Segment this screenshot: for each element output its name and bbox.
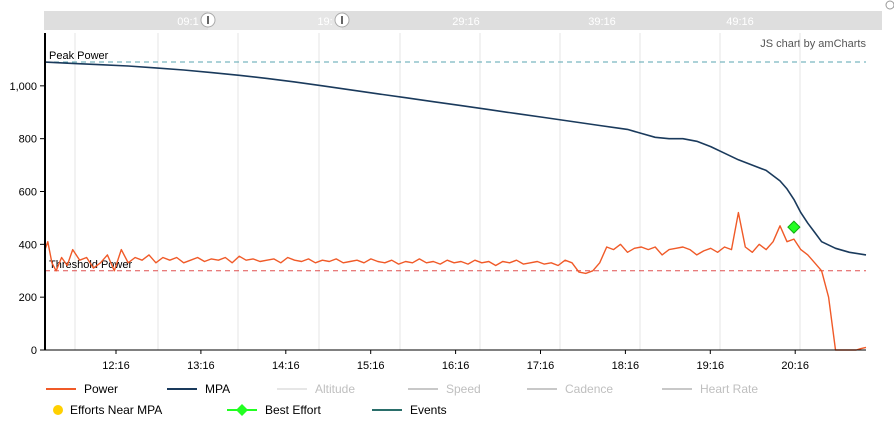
legend-swatch [46,388,76,390]
scrollbar-label[interactable]: 29:16 [452,16,480,28]
legend-swatch [227,404,257,416]
x-tick-label: 12:16 [102,360,130,372]
legend-label: Efforts Near MPA [70,403,163,417]
legend-item-power[interactable]: Power [46,382,118,396]
y-tick-label: 0 [31,345,37,357]
legend-item-events[interactable]: Events [372,403,447,417]
x-tick-label: 16:16 [442,360,470,372]
legend-item-best-effort[interactable]: Best Effort [227,403,321,417]
best-effort-marker[interactable] [787,220,801,234]
x-tick-label: 17:16 [527,360,555,372]
legend-swatch [527,388,557,390]
x-tick-label: 15:16 [357,360,385,372]
series-line-power[interactable] [44,211,867,351]
y-tick-label: 1,000 [9,81,37,93]
legend-item-altitude[interactable]: Altitude [277,382,355,396]
scrollbar-label[interactable]: 49:16 [726,16,754,28]
legend-label: Events [410,403,447,417]
legend-swatch [408,388,438,390]
legend-swatch-diamond [236,404,248,416]
legend-item-mpa[interactable]: MPA [167,382,230,396]
y-tick-label: 400 [19,239,37,251]
legend-label: Best Effort [265,403,321,417]
legend-item-efforts-near-mpa[interactable]: Efforts Near MPA [52,403,162,417]
legend-label: Speed [446,382,481,396]
legend-item-speed[interactable]: Speed [408,382,481,396]
x-tick-label: 19:16 [697,360,725,372]
legend-label: MPA [205,382,231,396]
x-tick-label: 20:16 [781,360,809,372]
legend-item-heart-rate[interactable]: Heart Rate [662,382,758,396]
legend-swatch [277,388,307,390]
chart-credit[interactable]: JS chart by amCharts [760,38,866,50]
scrollbar-label[interactable]: 39:16 [588,16,616,28]
legend-item-cadence[interactable]: Cadence [527,382,613,396]
scrollbar-label[interactable]: 09:1 [177,16,198,28]
x-tick-label: 18:16 [612,360,640,372]
legend-swatch [372,409,402,411]
y-tick-label: 600 [19,187,37,199]
scrollbar-right-handle[interactable] [334,12,350,28]
legend-label: Heart Rate [700,382,759,396]
y-tick-label: 800 [19,134,37,146]
legend-label: Altitude [315,382,356,396]
scrollbar-label[interactable]: 19: [317,16,332,28]
legend-label: Power [84,382,119,396]
x-tick-label: 13:16 [187,360,215,372]
series-line-mpa[interactable] [44,61,867,256]
scrollbar-selection[interactable] [208,11,342,30]
legend-swatch-dot [53,405,63,415]
y-tick-label: 200 [19,292,37,304]
legend-swatch [662,388,692,390]
legend-label: Cadence [565,382,614,396]
scrollbar[interactable]: 09:1 19: 29:16 39:16 49:16 [44,11,882,30]
legend-swatch [167,388,197,390]
x-tick-label: 14:16 [272,360,300,372]
zoom-out-button[interactable] [885,0,894,10]
legend-swatch [53,405,63,415]
scrollbar-left-handle[interactable] [200,12,216,28]
guide-label: Peak Power [49,50,109,62]
